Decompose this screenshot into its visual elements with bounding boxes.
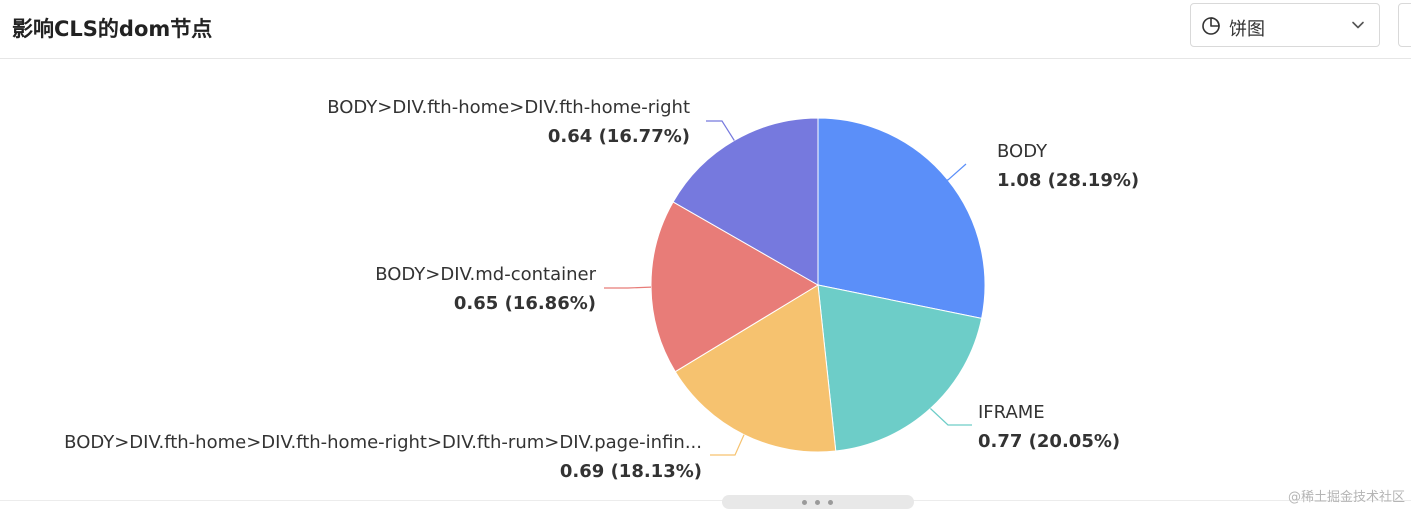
chart-type-select-value: 饼图 <box>1229 19 1265 40</box>
slice-value-label: 0.77 (20.05%) <box>978 431 1120 452</box>
scroll-handle-dot <box>802 500 807 505</box>
slice-name-label: BODY>DIV.md-container <box>375 264 596 285</box>
slice-name-label: BODY <box>997 141 1048 162</box>
chart-title: 影响CLS的dom节点 <box>12 17 213 41</box>
bottom-divider <box>0 500 1411 501</box>
slice-value-label: 0.64 (16.77%) <box>548 126 690 147</box>
label-leader-line <box>604 286 652 289</box>
scroll-handle-dot <box>815 500 820 505</box>
side-toolbar-button[interactable] <box>1398 3 1411 47</box>
label-leader-line <box>946 163 967 181</box>
slice-name-label: BODY>DIV.fth-home>DIV.fth-home-right <box>327 97 690 118</box>
label-leader-line <box>706 120 735 141</box>
pie-slice[interactable] <box>650 201 819 373</box>
slice-name-label: IFRAME <box>978 402 1045 423</box>
scroll-handle[interactable] <box>722 495 914 509</box>
pie-slice[interactable] <box>817 117 986 319</box>
label-leader-line <box>929 408 972 426</box>
chart-type-select[interactable]: 饼图 <box>1190 3 1380 47</box>
watermark: @稀土掘金技术社区 <box>1287 490 1405 505</box>
pie-chart-icon <box>1202 17 1220 35</box>
pie-slice[interactable] <box>672 117 819 286</box>
slice-value-label: 0.69 (18.13%) <box>560 461 702 482</box>
slice-name-label: BODY>DIV.fth-home>DIV.fth-home-right>DIV… <box>64 432 702 453</box>
slice-value-label: 0.65 (16.86%) <box>454 293 596 314</box>
pie-chart: BODY 1.08 (28.19%) IFRAME 0.77 (20.05%) BODY… <box>64 97 1139 482</box>
scroll-handle-dot <box>828 500 833 505</box>
label-leader-line <box>710 434 745 456</box>
chevron-down-icon <box>1352 21 1364 29</box>
slice-value-label: 1.08 (28.19%) <box>997 170 1139 191</box>
card-header: 影响CLS的dom节点 饼图 <box>0 0 1411 59</box>
